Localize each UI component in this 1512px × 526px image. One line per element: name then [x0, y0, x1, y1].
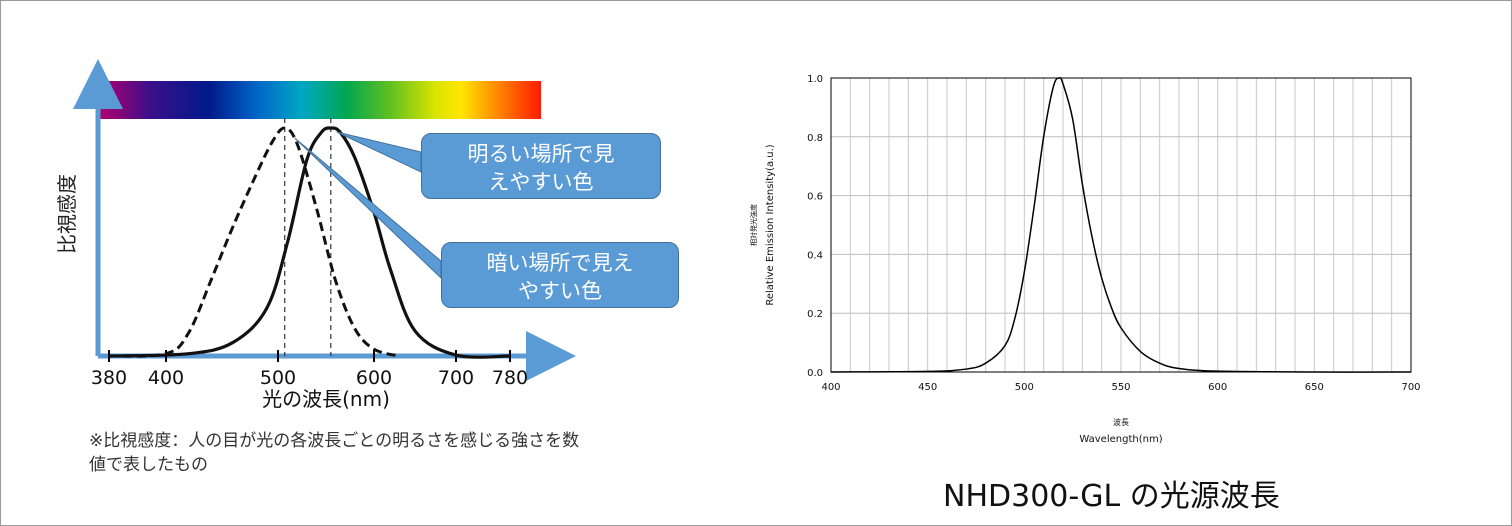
y-tick-label: 0.4	[807, 250, 823, 261]
y-axis-label-jp: 相対発光強度	[749, 204, 758, 246]
emission-spectrum-chart: 0.0 0.2 0.4 0.6 0.8 1.0 400 450 500 550 600 650 700 相…	[731, 51, 1511, 451]
photopic-callout-line-2: えやすい色	[422, 168, 660, 196]
x-tick-label: 400	[148, 367, 184, 389]
x-tick-label: 700	[1401, 382, 1420, 393]
x-tick-label: 380	[91, 367, 127, 389]
y-tick-label: 0.8	[807, 133, 823, 144]
y-tick-label: 0.2	[807, 309, 823, 320]
luminosity-chart: 380 400 500 600 700 780 光の波長(nm) 比視感度	[41, 56, 681, 426]
x-axis-label-en: Wavelength(nm)	[1079, 434, 1162, 445]
photopic-callout-line-1: 明るい場所で見	[422, 140, 660, 168]
x-tick-label: 700	[438, 367, 474, 389]
x-tick-label: 500	[1015, 382, 1034, 393]
x-tick-label: 780	[492, 367, 528, 389]
x-tick-label: 450	[918, 382, 937, 393]
y-tick-label: 0.6	[807, 192, 823, 203]
x-tick-label: 500	[260, 367, 296, 389]
luminosity-note: ※比視感度：人の目が光の各波長ごとの明るさを感じる強さを数 値で表したもの	[89, 429, 689, 477]
y-axis-label-en: Relative Emission Intensity(a.u.)	[765, 144, 776, 305]
spectrum-bar	[98, 81, 541, 119]
scotopic-callout: 暗い場所で見え やすい色	[441, 242, 679, 308]
photopic-callout: 明るい場所で見 えやすい色	[421, 133, 661, 199]
y-tick-label: 0.0	[807, 368, 823, 379]
chart-caption: NHD300-GL の光源波長	[943, 471, 1280, 515]
scotopic-callout-line-1: 暗い場所で見え	[442, 249, 678, 277]
x-axis-label-jp: 波長	[1113, 417, 1129, 427]
scotopic-callout-line-2: やすい色	[442, 277, 678, 305]
x-tick-label: 550	[1111, 382, 1130, 393]
luminosity-chart-panel: 380 400 500 600 700 780 光の波長(nm) 比視感度 明るい場所で見 え…	[41, 56, 681, 496]
y-axis-label: 比視感度	[55, 174, 79, 254]
y-tick-label: 1.0	[807, 74, 823, 85]
x-axis-label: 光の波長(nm)	[262, 387, 390, 411]
x-tick-label: 400	[821, 382, 840, 393]
emission-spectrum-panel: 0.0 0.2 0.4 0.6 0.8 1.0 400 450 500 550 600 650 700 相…	[731, 51, 1511, 521]
x-tick-label: 650	[1305, 382, 1324, 393]
x-tick-label: 600	[1208, 382, 1227, 393]
note-line-1: ※比視感度：人の目が光の各波長ごとの明るさを感じる強さを数	[89, 429, 689, 453]
note-line-2: 値で表したもの	[89, 453, 689, 477]
x-tick-label: 600	[356, 367, 392, 389]
photopic-callout-pointer	[337, 132, 421, 172]
